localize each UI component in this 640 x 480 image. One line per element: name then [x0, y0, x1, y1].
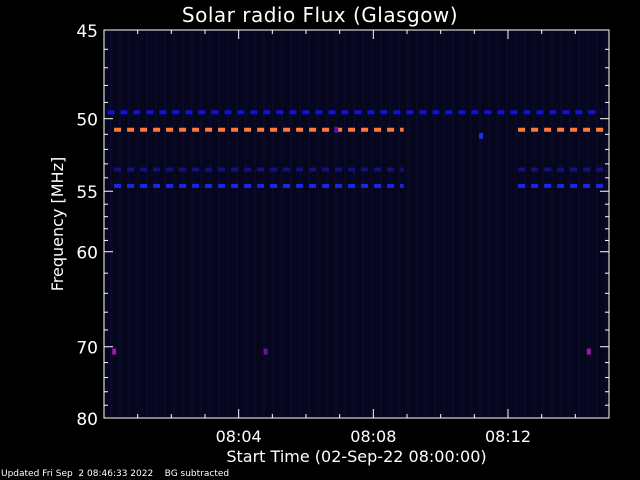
texture-stripe — [434, 30, 436, 418]
texture-stripe — [137, 30, 139, 418]
y-axis-label: Frequency [MHz] — [48, 157, 67, 291]
texture-stripe — [299, 30, 301, 418]
plot-frame — [103, 29, 610, 419]
texture-stripe — [380, 30, 382, 418]
texture-stripe — [155, 30, 157, 418]
texture-stripe — [236, 30, 238, 418]
texture-stripe — [344, 30, 346, 418]
texture-stripe — [497, 30, 499, 418]
spot-mark — [112, 348, 117, 355]
x-tick-label: 08:04 — [216, 427, 262, 446]
texture-stripe — [425, 30, 427, 418]
texture-stripe — [551, 30, 553, 418]
footer-status: Updated Fri Sep 2 08:46:33 2022 BG subtr… — [1, 469, 229, 479]
texture-stripe — [335, 30, 337, 418]
y-tick-label: 50 — [76, 111, 98, 131]
texture-stripe — [317, 30, 319, 418]
texture-stripe — [272, 30, 274, 418]
spot-mark — [479, 132, 484, 139]
texture-stripe — [110, 30, 112, 418]
texture-stripe — [245, 30, 247, 418]
texture-stripe — [470, 30, 472, 418]
texture-stripe — [353, 30, 355, 418]
texture-stripe — [416, 30, 418, 418]
texture-stripe — [488, 30, 490, 418]
texture-stripe — [119, 30, 121, 418]
texture-stripe — [191, 30, 193, 418]
x-tick-label: 08:08 — [350, 427, 396, 446]
texture-stripe — [254, 30, 256, 418]
footer-updated: Updated Fri Sep 2 08:46:33 2022 — [1, 469, 154, 479]
texture-stripe — [263, 30, 265, 418]
texture-stripe — [362, 30, 364, 418]
spot-mark — [263, 348, 268, 355]
chart-title: Solar radio Flux (Glasgow) — [181, 3, 459, 27]
texture-stripe — [524, 30, 526, 418]
texture-stripe — [128, 30, 130, 418]
texture-stripe — [200, 30, 202, 418]
y-tick-label: 60 — [76, 244, 98, 264]
texture-stripe — [506, 30, 508, 418]
texture-stripe — [218, 30, 220, 418]
spot-mark — [334, 126, 339, 133]
texture-stripe — [173, 30, 175, 418]
spot-mark — [586, 348, 591, 355]
texture-stripe — [146, 30, 148, 418]
texture-stripe — [308, 30, 310, 418]
texture-stripe — [542, 30, 544, 418]
texture-stripe — [443, 30, 445, 418]
texture-stripe — [479, 30, 481, 418]
texture-stripe — [578, 30, 580, 418]
x-tick-label: 08:12 — [485, 427, 531, 446]
texture-stripe — [398, 30, 400, 418]
texture-stripe — [533, 30, 535, 418]
texture-stripe — [164, 30, 166, 418]
y-tick-label: 55 — [76, 183, 98, 203]
texture-stripe — [560, 30, 562, 418]
texture-stripe — [371, 30, 373, 418]
texture-stripe — [281, 30, 283, 418]
texture-stripe — [227, 30, 229, 418]
y-tick-label: 80 — [76, 410, 98, 430]
texture-stripe — [596, 30, 598, 418]
texture-stripe — [389, 30, 391, 418]
texture-stripe — [209, 30, 211, 418]
texture-stripe — [605, 30, 607, 418]
footer-note: BG subtracted — [164, 469, 230, 479]
texture-stripe — [515, 30, 517, 418]
y-tick-label: 70 — [76, 339, 98, 359]
texture-stripe — [182, 30, 184, 418]
texture-stripe — [290, 30, 292, 418]
texture-stripe — [587, 30, 589, 418]
texture-stripe — [569, 30, 571, 418]
texture-stripe — [326, 30, 328, 418]
texture-stripe — [407, 30, 409, 418]
texture-stripe — [461, 30, 463, 418]
texture-stripe — [452, 30, 454, 418]
y-tick-label: 45 — [76, 22, 98, 42]
x-axis-label: Start Time (02-Sep-22 08:00:00) — [226, 447, 486, 466]
